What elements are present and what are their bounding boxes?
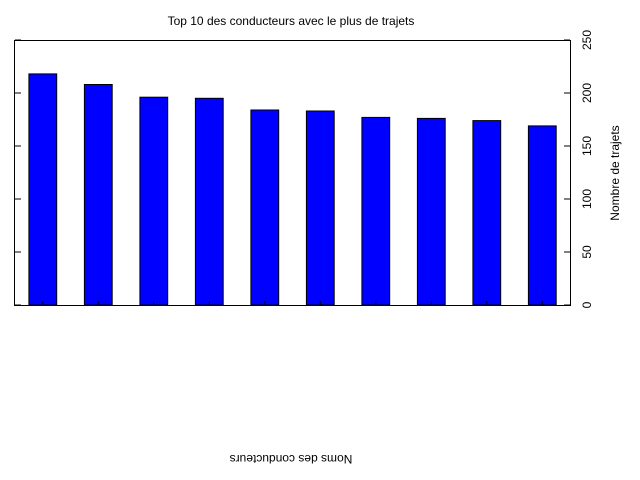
y-tick-label-50: 50 bbox=[580, 245, 594, 259]
bar-5 bbox=[250, 109, 280, 306]
bars-group bbox=[28, 73, 557, 306]
bar-10 bbox=[527, 125, 557, 306]
bar-2 bbox=[83, 84, 113, 306]
y-axis: 0 50 100 150 200 250 bbox=[15, 30, 594, 308]
bar-4 bbox=[194, 97, 224, 306]
y-tick-label-200: 200 bbox=[580, 83, 594, 103]
y-tick-label-150: 150 bbox=[580, 136, 594, 156]
bar-7 bbox=[361, 116, 391, 306]
bar-1 bbox=[28, 73, 58, 306]
bar-9 bbox=[472, 120, 502, 306]
y-tick-label-100: 100 bbox=[580, 189, 594, 209]
bar-8 bbox=[416, 117, 446, 306]
bar-3 bbox=[139, 96, 169, 306]
y-axis-label: Nombre de trajets bbox=[608, 125, 622, 220]
chart-title: Top 10 des conducteurs avec le plus de t… bbox=[168, 14, 415, 28]
y-tick-label-250: 250 bbox=[580, 30, 594, 50]
plot-frame bbox=[14, 40, 571, 306]
bar-6 bbox=[305, 110, 335, 306]
x-axis-label: Noms des conducteurs bbox=[230, 452, 353, 466]
y-tick-label-0: 0 bbox=[580, 301, 594, 308]
